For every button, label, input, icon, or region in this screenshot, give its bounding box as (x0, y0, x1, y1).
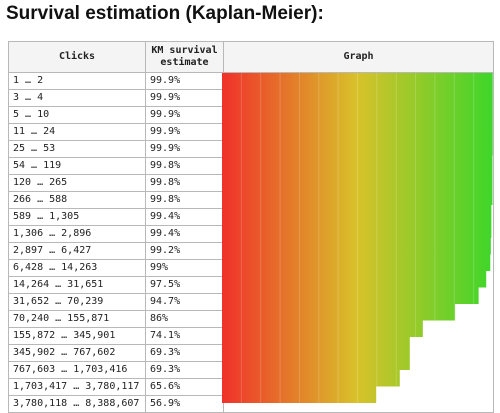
km-estimate-cell: 99.8% (146, 192, 224, 209)
clicks-range-cell: 3,780,118 … 8,388,607 (9, 396, 146, 413)
survival-bar-mask (455, 304, 493, 321)
clicks-range-cell: 1,306 … 2,896 (9, 226, 146, 243)
clicks-range-cell: 11 … 24 (9, 124, 146, 141)
clicks-range-cell: 54 … 119 (9, 158, 146, 175)
clicks-range-cell: 6,428 … 14,263 (9, 260, 146, 277)
page-title: Survival estimation (Kaplan-Meier): (6, 3, 324, 25)
survival-bar-mask (492, 172, 493, 189)
km-estimate-cell: 99.9% (146, 73, 224, 90)
clicks-range-cell: 2,897 … 6,427 (9, 243, 146, 260)
km-estimate-cell: 99.9% (146, 107, 224, 124)
km-estimate-cell: 94.7% (146, 294, 224, 311)
survival-bar-mask (479, 288, 493, 305)
clicks-range-cell: 5 … 10 (9, 107, 146, 124)
km-estimate-cell: 99.8% (146, 175, 224, 192)
header-km-estimate: KM survival estimate (146, 42, 224, 73)
clicks-range-cell: 1,703,417 … 3,780,117 (9, 379, 146, 396)
survival-bar-mask (410, 337, 493, 354)
clicks-range-cell: 266 … 588 (9, 192, 146, 209)
clicks-range-cell: 155,872 … 345,901 (9, 328, 146, 345)
header-clicks: Clicks (9, 42, 146, 73)
clicks-range-cell: 70,240 … 155,871 (9, 311, 146, 328)
km-estimate-cell: 99.4% (146, 209, 224, 226)
km-estimate-cell: 99.4% (146, 226, 224, 243)
km-estimate-cell: 69.3% (146, 362, 224, 379)
survival-bar-mask (490, 255, 493, 272)
clicks-range-cell: 120 … 265 (9, 175, 146, 192)
km-estimate-cell: 99.9% (146, 141, 224, 158)
survival-bar-mask (400, 370, 493, 387)
clicks-range-cell: 14,264 … 31,651 (9, 277, 146, 294)
km-estimate-cell: 74.1% (146, 328, 224, 345)
clicks-range-cell: 3 … 4 (9, 90, 146, 107)
clicks-range-cell: 345,902 … 767,602 (9, 345, 146, 362)
survival-graph-svg (222, 73, 493, 403)
survival-graph (222, 73, 493, 403)
survival-bar-mask (423, 321, 493, 338)
clicks-range-cell: 767,603 … 1,703,416 (9, 362, 146, 379)
header-graph: Graph (224, 42, 494, 73)
km-estimate-cell: 56.9% (146, 396, 224, 413)
table-header-row: Clicks KM survival estimate Graph (9, 42, 494, 73)
km-estimate-cell: 65.6% (146, 379, 224, 396)
survival-bar-mask (410, 354, 493, 371)
km-estimate-cell: 99.9% (146, 90, 224, 107)
survival-bar-mask (491, 205, 493, 222)
clicks-range-cell: 25 … 53 (9, 141, 146, 158)
survival-bar-mask (492, 156, 493, 173)
km-estimate-cell: 99.2% (146, 243, 224, 260)
survival-bar-mask (376, 387, 493, 404)
km-estimate-cell: 99% (146, 260, 224, 277)
km-estimate-cell: 99.9% (146, 124, 224, 141)
clicks-range-cell: 589 … 1,305 (9, 209, 146, 226)
survival-bar-mask (491, 238, 493, 255)
km-estimate-cell: 99.8% (146, 158, 224, 175)
survival-bar-mask (491, 222, 493, 239)
clicks-range-cell: 31,652 … 70,239 (9, 294, 146, 311)
km-estimate-cell: 97.5% (146, 277, 224, 294)
survival-bar-mask (486, 271, 493, 288)
survival-bar-mask (492, 189, 493, 206)
clicks-range-cell: 1 … 2 (9, 73, 146, 90)
km-estimate-cell: 86% (146, 311, 224, 328)
km-estimate-cell: 69.3% (146, 345, 224, 362)
